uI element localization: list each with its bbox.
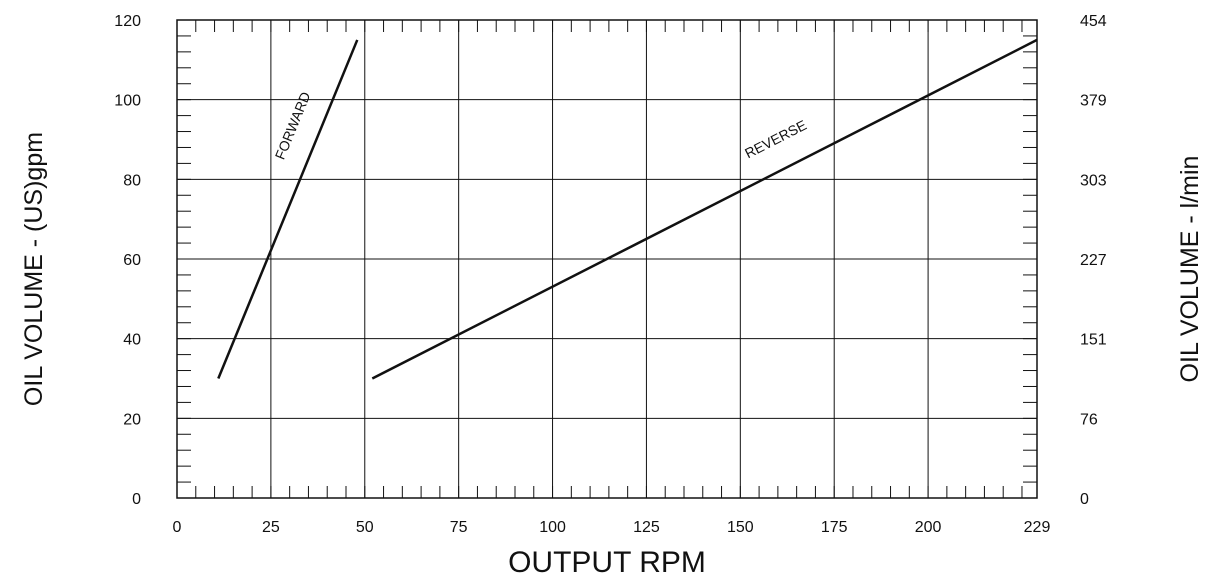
y-tick-label: 20 xyxy=(123,411,141,428)
y-tick-label: 80 xyxy=(123,172,141,189)
y2-tick-label: 454 xyxy=(1080,13,1107,30)
y-tick-label: 120 xyxy=(114,13,141,30)
y2-tick-label: 227 xyxy=(1080,252,1107,269)
x-tick-label: 175 xyxy=(821,519,848,536)
series-label-reverse: REVERSE xyxy=(742,117,809,162)
y2-tick-label: 303 xyxy=(1080,172,1107,189)
y2-tick-label: 76 xyxy=(1080,411,1098,428)
series-line-forward xyxy=(217,39,359,379)
x-tick-label: 25 xyxy=(262,519,280,536)
y-tick-labels: 0 20 40 60 80 100 120 xyxy=(114,13,141,508)
x-tick-label: 150 xyxy=(727,519,754,536)
y-tick-label: 60 xyxy=(123,252,141,269)
y2-tick-labels: 0 76 151 227 303 379 454 xyxy=(1080,13,1107,508)
plot-frame xyxy=(176,19,1038,499)
x-tick-label: 200 xyxy=(915,519,942,536)
y2-axis-title: OIL VOLUME - l/min xyxy=(1176,156,1204,383)
x-tick-label: 50 xyxy=(356,519,374,536)
y-axis-title: OIL VOLUME - (US)gpm xyxy=(20,132,48,406)
x-tick-label: 75 xyxy=(450,519,468,536)
series-label-forward: FORWARD xyxy=(272,90,314,162)
x-tick-label: 125 xyxy=(633,519,660,536)
series-line-reverse xyxy=(371,38,1038,380)
x-tick-label: 0 xyxy=(173,519,182,536)
x-tick-labels: 0 25 50 75 100 125 150 175 200 229 xyxy=(173,519,1051,536)
y2-tick-label: 0 xyxy=(1080,491,1089,508)
series-layer: FORWARD REVERSE xyxy=(217,38,1038,380)
x-tick-label: 100 xyxy=(539,519,566,536)
y-tick-label: 100 xyxy=(114,93,141,110)
x-tick-label: 229 xyxy=(1024,519,1051,536)
y2-tick-label: 151 xyxy=(1080,332,1107,349)
x-axis-title: OUTPUT RPM xyxy=(508,546,706,579)
y-tick-label: 0 xyxy=(132,491,141,508)
y2-tick-label: 379 xyxy=(1080,93,1107,110)
y-tick-label: 40 xyxy=(123,332,141,349)
